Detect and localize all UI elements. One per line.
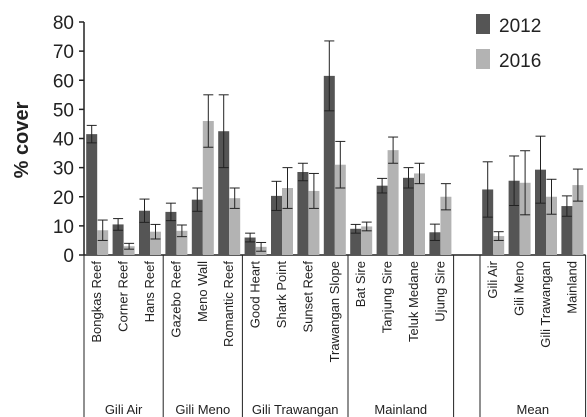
bar-2016-8 xyxy=(308,190,320,255)
bar-2016-7 xyxy=(282,188,293,255)
legend: 2012 2016 xyxy=(476,14,541,72)
category-label: Bat Sire xyxy=(353,261,368,307)
bar-2012-13 xyxy=(429,232,441,255)
bar-2016-5 xyxy=(229,198,241,255)
bar-2012-18 xyxy=(561,206,573,255)
category-label: Sunset Reef xyxy=(300,261,315,333)
bar-2012-5 xyxy=(218,131,230,255)
bar-2012-9 xyxy=(323,75,335,255)
category-label: Romantic Reef xyxy=(221,261,236,347)
bar-2016-11 xyxy=(387,150,399,255)
bar-2016-3 xyxy=(176,230,188,255)
bar-2012-4 xyxy=(191,199,203,255)
group-label: Mean xyxy=(517,402,550,417)
category-label: Bongkas Reef xyxy=(89,261,104,343)
bar-2016-4 xyxy=(202,121,214,256)
y-tick-label: 60 xyxy=(53,71,74,92)
category-label: Mainland xyxy=(564,261,579,314)
group-label: Gili Meno xyxy=(175,402,230,417)
bar-2012-1 xyxy=(112,224,124,255)
bar-2012-10 xyxy=(350,228,362,255)
bar-2012-2 xyxy=(139,210,150,255)
group-label: Gili Trawangan xyxy=(252,402,339,417)
category-label: Trawangan Slope xyxy=(327,261,342,362)
bar-2016-9 xyxy=(334,164,346,255)
legend-label-2012: 2012 xyxy=(499,16,541,37)
y-tick-label: 40 xyxy=(53,130,74,151)
category-label: Gazebo Reef xyxy=(168,261,183,338)
category-label: Shark Point xyxy=(274,261,289,329)
bar-2012-12 xyxy=(403,177,414,255)
category-label: Gili Meno xyxy=(512,261,527,316)
y-tick-label: 0 xyxy=(63,246,74,267)
legend-swatch-2016 xyxy=(476,49,490,69)
y-tick-label: 30 xyxy=(53,159,74,180)
group-label: Mainland xyxy=(374,402,427,417)
bar-2012-0 xyxy=(86,134,98,255)
bar-2016-15 xyxy=(493,236,505,255)
category-label: Meno Wall xyxy=(195,261,210,322)
legend-label-2016: 2016 xyxy=(499,51,541,72)
bar-2016-1 xyxy=(123,246,135,255)
bar-2012-16 xyxy=(508,180,520,255)
group-label: Gili Air xyxy=(105,402,143,417)
category-label: Gili Trawangan xyxy=(538,261,553,348)
y-tick-label: 50 xyxy=(53,100,74,121)
bar-2016-0 xyxy=(97,230,109,255)
error-bars xyxy=(86,40,583,252)
bar-2016-16 xyxy=(519,182,531,255)
category-label: Teluk Medane xyxy=(406,261,421,342)
bar-2012-8 xyxy=(297,171,309,255)
category-label: Gili Air xyxy=(485,260,500,298)
bar-2012-3 xyxy=(165,211,177,255)
bar-2016-2 xyxy=(150,231,161,255)
bar-2016-13 xyxy=(440,196,452,255)
category-label: Good Heart xyxy=(248,261,263,329)
bar-2016-17 xyxy=(546,196,557,255)
bar-2016-12 xyxy=(414,173,425,255)
y-tick-label: 10 xyxy=(53,217,74,238)
y-tick-label: 20 xyxy=(53,188,74,209)
category-label: Corner Reef xyxy=(116,261,131,332)
bars xyxy=(86,75,584,256)
bar-2016-18 xyxy=(572,185,584,255)
y-tick-label: 80 xyxy=(53,13,74,34)
y-tick-label: 70 xyxy=(53,42,74,63)
bar-2012-11 xyxy=(376,185,388,255)
y-axis-label: % cover xyxy=(11,101,33,178)
category-labels: Bongkas Reef Corner Reef Hans Reef Gazebo R… xyxy=(89,260,579,417)
bar-2012-6 xyxy=(244,237,256,255)
bar-2012-15 xyxy=(482,189,494,255)
category-label: Ujung Sire xyxy=(432,261,447,322)
bar-2012-7 xyxy=(271,195,282,255)
legend-swatch-2012 xyxy=(476,14,490,34)
bar-2016-10 xyxy=(361,226,373,255)
bar-2012-17 xyxy=(535,169,546,255)
category-label: Hans Reef xyxy=(142,261,157,323)
category-label: Tanjung Sire xyxy=(380,261,395,333)
